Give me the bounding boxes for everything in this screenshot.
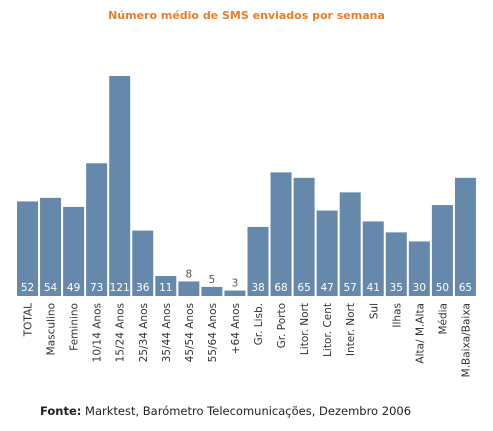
data-label-3: 49 bbox=[67, 282, 80, 294]
data-label-12: 68 bbox=[274, 282, 287, 294]
bar-5 bbox=[109, 76, 131, 296]
data-label-13: 65 bbox=[297, 282, 310, 294]
category-label-14: Litor. Cent bbox=[322, 303, 334, 357]
category-label-15: Inter. Nort bbox=[345, 303, 357, 356]
category-label-3: Feminino bbox=[69, 303, 81, 351]
source-text: Marktest, Barómetro Telecomunicações, De… bbox=[81, 404, 412, 418]
bar-4 bbox=[86, 163, 108, 296]
bar-9 bbox=[201, 286, 223, 296]
bar-14 bbox=[316, 210, 338, 296]
category-label-17: Ilhas bbox=[391, 303, 403, 328]
category-label-20: M.Baixa/Baixa bbox=[460, 303, 472, 377]
data-label-18: 30 bbox=[413, 282, 426, 294]
bar-2 bbox=[40, 197, 62, 296]
bar-16 bbox=[362, 221, 384, 296]
bar-10 bbox=[224, 290, 246, 296]
source-note: Fonte: Marktest, Barómetro Telecomunicaç… bbox=[40, 404, 411, 418]
data-label-15: 57 bbox=[344, 282, 357, 294]
data-label-9: 5 bbox=[209, 274, 216, 286]
data-label-19: 50 bbox=[436, 282, 449, 294]
bar-6 bbox=[132, 230, 154, 296]
bar-13 bbox=[293, 177, 315, 296]
category-label-4: 10/14 Anos bbox=[92, 303, 104, 362]
data-label-11: 38 bbox=[251, 282, 264, 294]
data-label-4: 73 bbox=[90, 282, 103, 294]
data-label-14: 47 bbox=[320, 282, 333, 294]
data-label-6: 36 bbox=[136, 282, 150, 294]
category-label-2: Masculino bbox=[46, 303, 58, 355]
category-label-6: 25/34 Anos bbox=[138, 303, 150, 362]
category-label-1: TOTAL bbox=[23, 303, 35, 337]
data-label-2: 54 bbox=[44, 282, 58, 294]
category-label-19: Média bbox=[437, 303, 449, 335]
bar-8 bbox=[178, 281, 200, 296]
category-label-18: Alta/ M.Alta bbox=[414, 303, 426, 364]
bar-12 bbox=[270, 172, 292, 296]
data-label-17: 35 bbox=[390, 282, 403, 294]
category-label-12: Gr. Porto bbox=[276, 303, 288, 348]
data-label-16: 41 bbox=[367, 282, 380, 294]
category-label-11: Gr. Lisb. bbox=[253, 303, 265, 345]
data-label-1: 52 bbox=[21, 282, 34, 294]
bar-20 bbox=[454, 177, 476, 296]
bar-15 bbox=[339, 192, 361, 296]
bar-11 bbox=[247, 226, 269, 296]
bar-1 bbox=[17, 201, 38, 296]
category-label-10: +64 Anos bbox=[230, 303, 242, 354]
source-label: Fonte: bbox=[40, 404, 82, 418]
data-label-20: 65 bbox=[459, 282, 472, 294]
bar-3 bbox=[63, 206, 85, 296]
data-label-5: 121 bbox=[110, 282, 130, 294]
bar-17 bbox=[385, 232, 407, 296]
category-label-8: 45/54 Anos bbox=[184, 303, 196, 362]
data-label-7: 11 bbox=[159, 282, 172, 294]
bar-19 bbox=[431, 205, 453, 296]
category-label-16: Sul bbox=[368, 303, 380, 319]
category-label-7: 35/44 Anos bbox=[161, 303, 173, 362]
bar-7 bbox=[155, 276, 177, 296]
category-label-5: 15/24 Anos bbox=[115, 303, 127, 362]
data-label-10: 3 bbox=[232, 278, 239, 290]
category-label-9: 55/64 Anos bbox=[207, 303, 219, 362]
data-label-8: 8 bbox=[186, 268, 193, 280]
bar-18 bbox=[408, 241, 430, 296]
category-label-13: Litor. Nort bbox=[299, 303, 311, 355]
chart-title: Número médio de SMS enviados por semana bbox=[108, 9, 385, 22]
